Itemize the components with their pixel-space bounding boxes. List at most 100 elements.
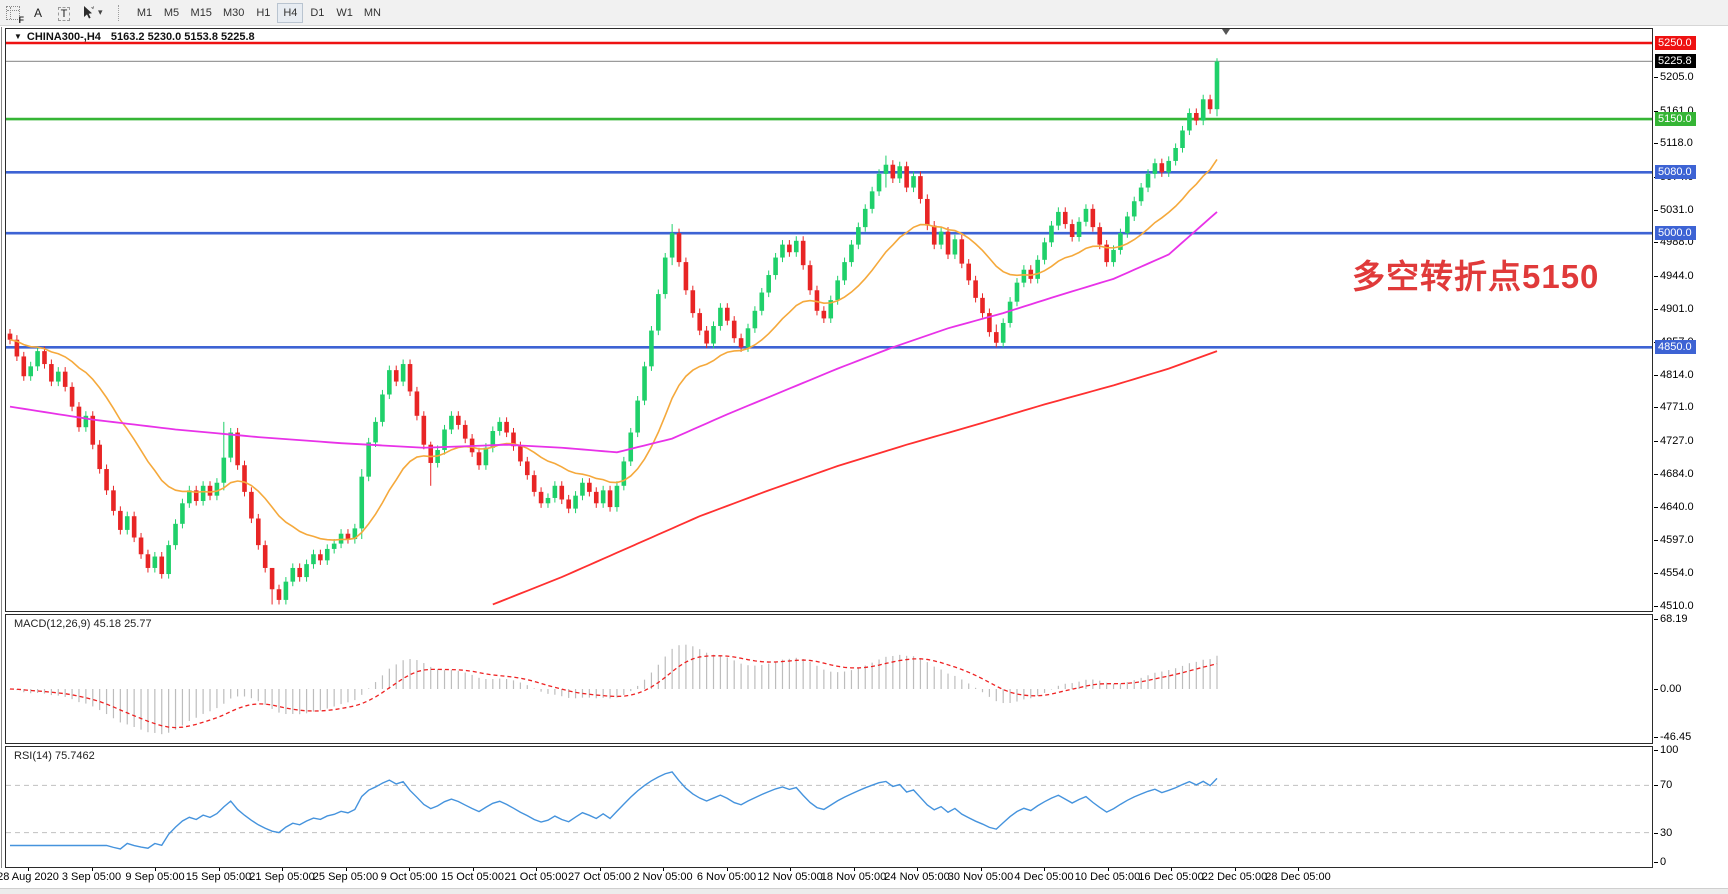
price-axis-label: 30 (1653, 826, 1673, 839)
rsi-label: RSI(14) 75.7462 (14, 750, 95, 762)
toolbar: F A T ▾ M1 M5 M15 M30 H1 H4 D1 W1 MN (0, 0, 1728, 26)
time-axis-label: 21 Oct 05:00 (504, 871, 568, 883)
price-axis-label: 4771.0 (1654, 401, 1694, 414)
time-axis-tick (726, 868, 728, 871)
price-line-badge: 5225.8 (1655, 54, 1696, 69)
time-axis-tick (155, 868, 156, 871)
time-axis-label: 12 Nov 05:00 (757, 871, 823, 883)
dotted-grid-f-tool-button[interactable]: F (2, 3, 24, 25)
timeframe-button-D1[interactable]: D1 (304, 3, 330, 23)
price-axis-label: 4944.0 (1654, 269, 1694, 282)
time-axis-label: 28 Dec 05:00 (1265, 871, 1331, 883)
price-axis-label: 70 (1653, 779, 1673, 792)
time-axis-label: 4 Dec 05:00 (1014, 871, 1074, 883)
time-axis-tick (980, 868, 982, 871)
time-axis-label: 10 Dec 05:00 (1074, 871, 1141, 883)
time-axis[interactable]: 28 Aug 2020 3 Sep 05:00 9 Sep 05:00 15 Sep … (0, 868, 1728, 888)
symbol-dropdown-icon[interactable]: ▼ (14, 32, 22, 41)
time-axis-tick (472, 868, 474, 871)
price-axis-label: 100 (1653, 744, 1679, 756)
time-axis-label: 6 Nov 05:00 (696, 871, 757, 883)
time-axis-label: 15 Sep 05:00 (185, 871, 252, 883)
time-axis-tick (1298, 868, 1299, 871)
rsi-value: 75.7462 (54, 750, 95, 762)
price-line-badge: 5000.0 (1655, 226, 1696, 241)
time-axis-label: 2 Nov 05:00 (633, 871, 693, 883)
price-axis-label: 4901.0 (1654, 302, 1694, 315)
chart-shift-marker[interactable] (1222, 29, 1230, 35)
toolbar-group-handle[interactable] (117, 4, 124, 21)
macd-plot[interactable] (6, 615, 1652, 743)
symbol-name: CHINA300-,H4 (26, 30, 101, 43)
time-axis-tick (282, 868, 283, 871)
timeframe-button-H1[interactable]: H1 (250, 3, 276, 23)
time-axis-tick (345, 868, 347, 871)
time-axis-label: 30 Nov 05:00 (947, 871, 1014, 883)
main-chart-panel: ▼ CHINA300-,H4 5163.2 5230.0 5153.8 5225… (5, 28, 1653, 612)
price-axis-label: 5205.0 (1654, 71, 1694, 84)
text-tool-button[interactable]: T (52, 2, 76, 24)
price-axis[interactable]: 5205.05161.05118.05074.05031.04988.04944… (1653, 26, 1728, 871)
price-line-badge: 5080.0 (1655, 165, 1696, 180)
time-axis-tick (853, 868, 855, 871)
price-axis-label: 0 (1653, 856, 1667, 868)
price-axis-label: 68.19 (1654, 612, 1688, 625)
price-axis-label: -46.45 (1653, 730, 1692, 743)
window-left-edge (1, 27, 2, 887)
timeframe-button-H4[interactable]: H4 (277, 2, 304, 23)
price-axis-label: 4814.0 (1654, 368, 1694, 381)
time-axis-label: 27 Oct 05:00 (568, 871, 631, 883)
price-line-badge: 4850.0 (1655, 340, 1696, 355)
price-axis-label: 4727.0 (1654, 434, 1694, 447)
time-axis-tick (28, 868, 29, 871)
candles (7, 58, 1220, 605)
price-axis-label: 5118.0 (1654, 137, 1693, 150)
time-axis-tick (1044, 868, 1045, 871)
main-chart-plot[interactable] (6, 29, 1652, 611)
bottom-window-strip (0, 888, 1728, 894)
price-line-badge: 5150.0 (1655, 112, 1696, 127)
cursor-arrow-icon (84, 6, 95, 19)
time-axis-tick (409, 868, 410, 871)
dotted-grid-icon (6, 5, 20, 20)
time-axis-tick (790, 868, 791, 871)
time-axis-label: 25 Sep 05:00 (312, 871, 379, 883)
time-axis-tick (1171, 868, 1172, 871)
timeframe-button-M1[interactable]: M1 (132, 3, 158, 23)
price-line-badge: 5250.0 (1655, 36, 1696, 50)
price-axis-label: 4684.0 (1654, 467, 1694, 480)
price-axis-label: 4554.0 (1654, 566, 1694, 579)
symbol-info-bar[interactable]: ▼ CHINA300-,H4 5163.2 5230.0 5153.8 5225… (12, 30, 255, 43)
timeframe-group: M1 M5 M15 M30 H1 H4 D1 W1 MN (132, 2, 386, 23)
macd-panel: MACD(12,26,9) 45.18 25.77 (5, 614, 1653, 744)
time-axis-tick (1234, 868, 1236, 871)
timeframe-button-M5[interactable]: M5 (159, 3, 185, 23)
time-axis-tick (917, 868, 918, 871)
text-label-tool-button[interactable]: A (26, 2, 50, 24)
rsi-plot[interactable] (6, 747, 1652, 867)
time-axis-label: 9 Oct 05:00 (380, 871, 438, 883)
symbol-ohlc: 5163.2 5230.0 5153.8 5225.8 (110, 30, 255, 43)
price-axis-label: 4640.0 (1654, 501, 1694, 514)
time-axis-tick (536, 868, 537, 871)
f-subscript-label: F (18, 14, 24, 25)
macd-values: 45.18 25.77 (93, 618, 152, 630)
timeframe-button-W1[interactable]: W1 (331, 3, 358, 23)
text-tool-label: T (57, 6, 71, 21)
time-axis-label: 16 Dec 05:00 (1138, 871, 1204, 883)
time-axis-label: 9 Sep 05:00 (125, 871, 185, 883)
dropdown-arrow-icon: ▾ (98, 7, 103, 17)
arrow-objects-tool-button[interactable]: ▾ (78, 2, 106, 24)
price-axis-label: 4597.0 (1654, 533, 1694, 546)
time-axis-label: 22 Dec 05:00 (1201, 871, 1268, 883)
timeframe-button-M30[interactable]: M30 (218, 3, 249, 23)
macd-label: MACD(12,26,9) 45.18 25.77 (14, 618, 152, 630)
time-axis-label: 18 Nov 05:00 (820, 871, 887, 883)
price-axis-label: 4510.0 (1654, 599, 1694, 612)
timeframe-button-MN[interactable]: MN (359, 3, 386, 23)
timeframe-button-M15[interactable]: M15 (186, 3, 217, 23)
time-axis-tick (218, 868, 220, 871)
price-axis-label: 0.00 (1653, 683, 1682, 695)
time-axis-tick (91, 868, 93, 871)
time-axis-tick (599, 868, 601, 871)
